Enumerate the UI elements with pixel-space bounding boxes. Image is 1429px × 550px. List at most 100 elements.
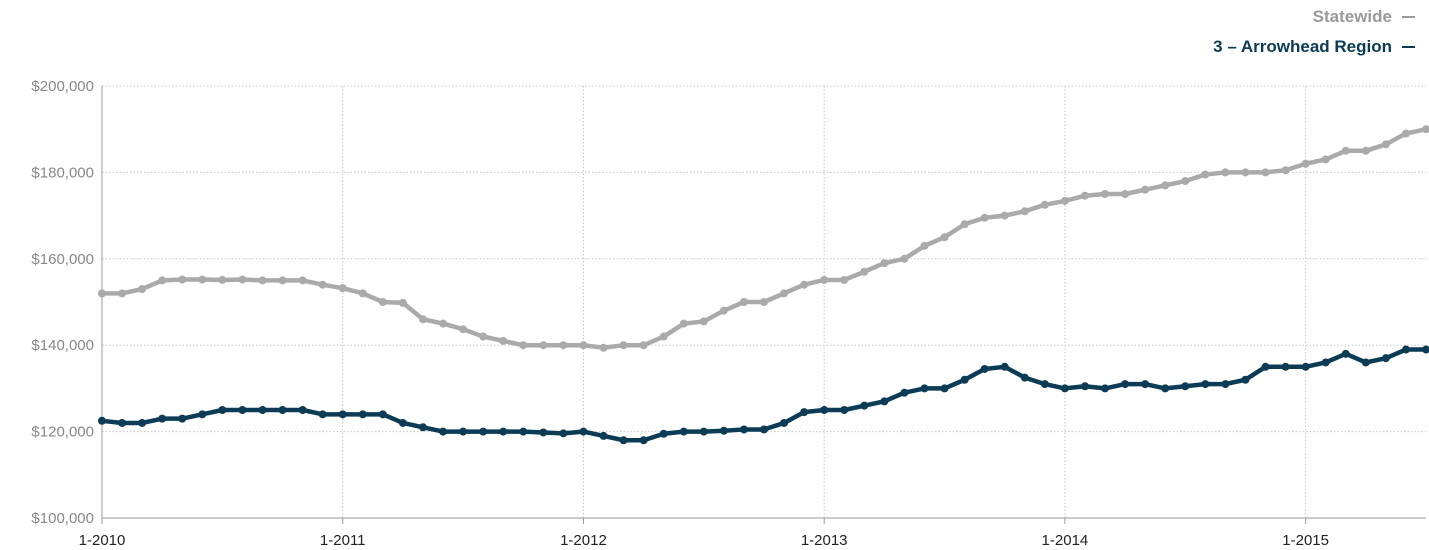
data-point-arrowhead-region (719, 426, 728, 435)
data-point-statewide (1000, 211, 1009, 220)
y-tick-label: $140,000 (31, 337, 94, 354)
data-point-statewide (238, 275, 247, 284)
data-point-statewide (1060, 196, 1069, 205)
y-tick-label: $200,000 (31, 78, 94, 95)
data-point-arrowhead-region (258, 406, 267, 414)
data-point-arrowhead-region (1161, 384, 1170, 393)
data-point-arrowhead-region (780, 418, 789, 427)
data-point-arrowhead-region (459, 427, 468, 436)
x-tick-label: 1-2014 (1042, 532, 1089, 549)
data-point-statewide (780, 289, 789, 298)
data-point-arrowhead-region (1241, 375, 1250, 384)
data-point-arrowhead-region (238, 406, 247, 414)
data-point-statewide (719, 306, 728, 315)
data-point-arrowhead-region (1020, 373, 1029, 382)
data-point-statewide (439, 319, 448, 328)
y-axis-tick-labels: $100,000 $120,000 $140,000 $160,000 $180,000… (31, 78, 94, 527)
data-point-statewide (900, 254, 909, 263)
data-point-arrowhead-region (1201, 380, 1210, 389)
data-point-arrowhead-region (1101, 384, 1110, 393)
data-point-statewide (98, 289, 106, 298)
data-point-arrowhead-region (118, 418, 127, 427)
data-point-arrowhead-region (1301, 362, 1310, 371)
data-point-statewide (519, 341, 528, 350)
series-line-statewide (99, 126, 1429, 351)
data-point-arrowhead-region (539, 428, 548, 437)
series-statewide (98, 125, 1429, 352)
data-point-statewide (1161, 181, 1170, 190)
data-point-statewide (1361, 146, 1370, 155)
data-point-arrowhead-region (1121, 380, 1130, 389)
data-point-statewide (1101, 190, 1110, 198)
data-point-arrowhead-region (138, 418, 147, 427)
data-point-statewide (980, 213, 989, 222)
data-point-arrowhead-region (338, 410, 347, 419)
data-point-arrowhead-region (1000, 362, 1009, 371)
data-point-arrowhead-region (499, 427, 508, 436)
data-point-statewide (559, 341, 568, 350)
x-tick-label: 1-2011 (320, 532, 366, 549)
data-point-arrowhead-region (659, 429, 668, 438)
legend-item-statewide: Statewide (1313, 7, 1415, 27)
data-point-arrowhead-region (519, 427, 528, 436)
legend-swatch-arrowhead-region (1402, 45, 1415, 48)
x-tick-label: 1-2012 (560, 532, 607, 549)
y-tick-label: $160,000 (31, 251, 94, 268)
data-point-arrowhead-region (178, 414, 187, 423)
data-point-arrowhead-region (198, 410, 207, 419)
data-point-statewide (278, 276, 287, 285)
data-point-statewide (840, 275, 849, 284)
data-point-arrowhead-region (439, 427, 448, 436)
data-point-arrowhead-region (1381, 354, 1390, 363)
data-point-arrowhead-region (1321, 358, 1330, 367)
y-tick-label: $100,000 (31, 510, 94, 527)
data-point-arrowhead-region (1080, 382, 1089, 391)
data-point-statewide (820, 275, 829, 284)
data-point-arrowhead-region (960, 375, 969, 384)
series-lines (98, 125, 1429, 445)
data-point-statewide (539, 341, 548, 350)
data-point-statewide (218, 275, 227, 284)
data-point-arrowhead-region (739, 425, 748, 434)
data-point-statewide (298, 276, 307, 285)
data-point-statewide (940, 233, 949, 242)
data-point-arrowhead-region (1422, 345, 1429, 354)
data-point-statewide (479, 332, 488, 341)
data-point-arrowhead-region (278, 406, 287, 414)
data-point-statewide (1121, 190, 1130, 198)
data-point-statewide (499, 336, 508, 345)
data-point-arrowhead-region (1361, 358, 1370, 367)
data-point-statewide (398, 298, 407, 307)
data-point-arrowhead-region (840, 406, 849, 414)
legend-label-statewide: Statewide (1312, 7, 1392, 26)
data-point-arrowhead-region (559, 429, 568, 438)
data-point-arrowhead-region (1281, 362, 1290, 371)
data-point-arrowhead-region (639, 436, 648, 445)
data-point-statewide (158, 276, 167, 285)
data-point-arrowhead-region (1401, 345, 1410, 354)
data-point-statewide (1261, 168, 1270, 177)
data-point-statewide (1201, 170, 1210, 179)
data-point-arrowhead-region (860, 401, 869, 410)
legend-item-arrowhead-region: 3 – Arrowhead Region (1213, 37, 1415, 57)
data-point-arrowhead-region (378, 410, 387, 419)
legend-swatch-statewide (1402, 15, 1415, 18)
data-point-arrowhead-region (679, 427, 688, 436)
data-point-statewide (138, 285, 147, 294)
data-point-statewide (699, 317, 708, 326)
data-point-arrowhead-region (358, 410, 367, 419)
data-point-arrowhead-region (1341, 349, 1350, 358)
data-point-statewide (599, 343, 608, 352)
data-point-statewide (338, 284, 347, 293)
axis-frame (101, 86, 1426, 524)
data-point-statewide (1241, 168, 1250, 177)
data-point-statewide (1321, 155, 1330, 164)
data-point-arrowhead-region (579, 427, 588, 436)
data-point-arrowhead-region (1221, 380, 1230, 389)
data-point-statewide (198, 275, 207, 284)
data-point-statewide (1401, 129, 1410, 138)
data-point-statewide (800, 280, 809, 289)
data-point-statewide (1080, 191, 1089, 200)
data-point-arrowhead-region (880, 397, 889, 406)
